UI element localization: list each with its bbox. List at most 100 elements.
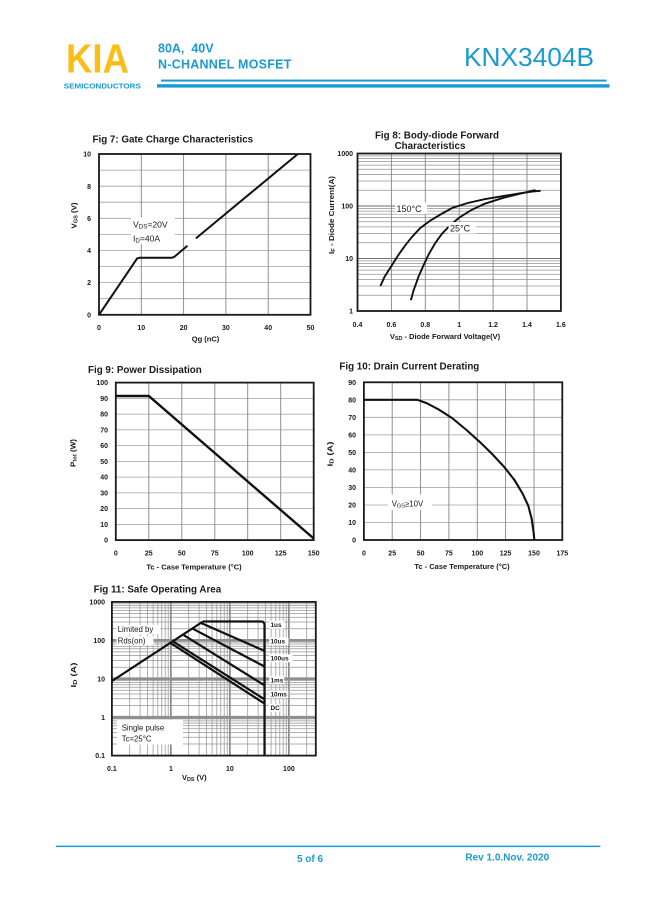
svg-text:10us: 10us (271, 639, 286, 646)
svg-text:1: 1 (349, 309, 353, 316)
svg-text:KIA: KIA (66, 36, 129, 82)
svg-text:0: 0 (114, 551, 118, 558)
svg-text:VSD - Diode Forward Voltage(V): VSD - Diode Forward Voltage(V) (390, 332, 501, 342)
svg-text:8: 8 (87, 184, 91, 191)
svg-text:Single pulse: Single pulse (122, 723, 164, 732)
svg-text:60: 60 (348, 433, 356, 440)
svg-text:50: 50 (100, 459, 108, 466)
svg-text:4: 4 (87, 248, 91, 255)
svg-text:100: 100 (283, 766, 295, 773)
svg-text:1us: 1us (271, 622, 282, 629)
svg-text:1000: 1000 (337, 151, 353, 158)
svg-text:25: 25 (388, 551, 396, 558)
svg-text:N-CHANNEL MOSFET: N-CHANNEL MOSFET (158, 58, 292, 72)
svg-text:2: 2 (87, 280, 91, 287)
svg-text:10: 10 (137, 325, 145, 332)
svg-text:Characteristics: Characteristics (395, 141, 466, 152)
svg-text:Fig 11: Safe Operating Area: Fig 11: Safe Operating Area (94, 585, 222, 596)
svg-text:0: 0 (87, 312, 91, 319)
svg-text:VGS≥10V: VGS≥10V (392, 499, 424, 509)
svg-text:ID=40A: ID=40A (133, 234, 160, 245)
svg-text:VGS (V): VGS (V) (70, 202, 80, 229)
svg-text:Fig 9: Power Dissipation: Fig 9: Power Dissipation (88, 365, 202, 376)
svg-text:Fig 8: Body-diode Forward: Fig 8: Body-diode Forward (375, 131, 499, 142)
svg-text:25: 25 (145, 551, 153, 558)
svg-text:75: 75 (211, 551, 219, 558)
svg-text:0: 0 (352, 538, 356, 545)
svg-text:80: 80 (100, 412, 108, 419)
svg-text:0.6: 0.6 (387, 322, 397, 329)
svg-text:Fig 10: Drain Current Derating: Fig 10: Drain Current Derating (339, 362, 479, 373)
svg-text:1.6: 1.6 (556, 322, 566, 329)
svg-text:Tc=25°C: Tc=25°C (122, 734, 152, 743)
svg-text:10: 10 (100, 522, 108, 529)
svg-text:VDS=20V: VDS=20V (133, 220, 168, 231)
svg-text:VDS (V): VDS (V) (182, 773, 207, 783)
svg-text:10: 10 (348, 520, 356, 527)
svg-text:25°C: 25°C (450, 224, 471, 234)
svg-text:70: 70 (100, 428, 108, 435)
svg-text:10: 10 (97, 676, 105, 683)
svg-text:30: 30 (222, 325, 230, 332)
svg-text:Tc - Case Temperature (°C): Tc - Case Temperature (°C) (414, 562, 510, 571)
svg-text:1: 1 (457, 322, 461, 329)
svg-text:Rds(on): Rds(on) (118, 637, 146, 646)
svg-text:20: 20 (348, 503, 356, 510)
svg-text:ID (A): ID (A) (69, 662, 79, 688)
svg-text:90: 90 (348, 380, 356, 387)
svg-text:0: 0 (362, 551, 366, 558)
svg-text:40: 40 (348, 468, 356, 475)
svg-text:0: 0 (104, 538, 108, 545)
svg-text:20: 20 (180, 325, 188, 332)
svg-text:150: 150 (528, 551, 540, 558)
svg-text:100: 100 (96, 380, 108, 387)
svg-text:100: 100 (341, 204, 353, 211)
svg-text:DC: DC (271, 705, 281, 712)
svg-text:10ms: 10ms (271, 692, 288, 699)
svg-text:10: 10 (83, 152, 91, 159)
svg-text:40: 40 (264, 325, 272, 332)
svg-text:30: 30 (348, 485, 356, 492)
svg-text:KNX3404B: KNX3404B (464, 44, 594, 72)
svg-text:Limited by: Limited by (118, 625, 154, 634)
svg-text:70: 70 (348, 415, 356, 422)
svg-text:1: 1 (169, 766, 173, 773)
svg-text:10: 10 (226, 766, 234, 773)
svg-text:150: 150 (308, 551, 320, 558)
svg-text:125: 125 (275, 551, 287, 558)
svg-text:10: 10 (345, 256, 353, 263)
svg-text:1: 1 (101, 715, 105, 722)
svg-text:1.2: 1.2 (488, 322, 498, 329)
svg-text:1ms: 1ms (271, 678, 284, 685)
svg-text:0.4: 0.4 (353, 322, 363, 329)
svg-text:175: 175 (556, 551, 568, 558)
svg-text:Tc - Case Temperature (°C): Tc - Case Temperature (°C) (146, 563, 242, 572)
svg-text:75: 75 (445, 551, 453, 558)
svg-text:Rev 1.0.Nov. 2020: Rev 1.0.Nov. 2020 (465, 853, 549, 864)
svg-text:40: 40 (100, 475, 108, 482)
svg-text:50: 50 (417, 551, 425, 558)
svg-text:30: 30 (100, 491, 108, 498)
svg-text:60: 60 (100, 443, 108, 450)
svg-text:100: 100 (242, 551, 254, 558)
svg-text:5 of 6: 5 of 6 (297, 854, 324, 865)
svg-text:100: 100 (471, 551, 483, 558)
svg-text:50: 50 (307, 325, 315, 332)
svg-text:0.1: 0.1 (95, 753, 105, 760)
svg-text:80A, 40V: 80A, 40V (158, 42, 214, 56)
svg-text:Fig 7: Gate Charge Characteris: Fig 7: Gate Charge Characteristics (93, 135, 254, 146)
svg-text:100us: 100us (271, 656, 290, 663)
svg-text:0.1: 0.1 (107, 766, 117, 773)
svg-text:125: 125 (500, 551, 512, 558)
svg-text:IF - Diode Current(A): IF - Diode Current(A) (327, 175, 337, 254)
svg-text:6: 6 (87, 216, 91, 223)
svg-text:SEMICONDUCTORS: SEMICONDUCTORS (64, 82, 141, 91)
svg-text:90: 90 (100, 396, 108, 403)
svg-text:100: 100 (93, 638, 105, 645)
svg-text:0: 0 (97, 325, 101, 332)
svg-text:ID (A): ID (A) (326, 441, 336, 467)
svg-text:1000: 1000 (89, 600, 105, 607)
svg-text:150°C: 150°C (397, 204, 423, 214)
svg-text:Ptot (W): Ptot (W) (69, 438, 79, 467)
svg-text:50: 50 (178, 551, 186, 558)
